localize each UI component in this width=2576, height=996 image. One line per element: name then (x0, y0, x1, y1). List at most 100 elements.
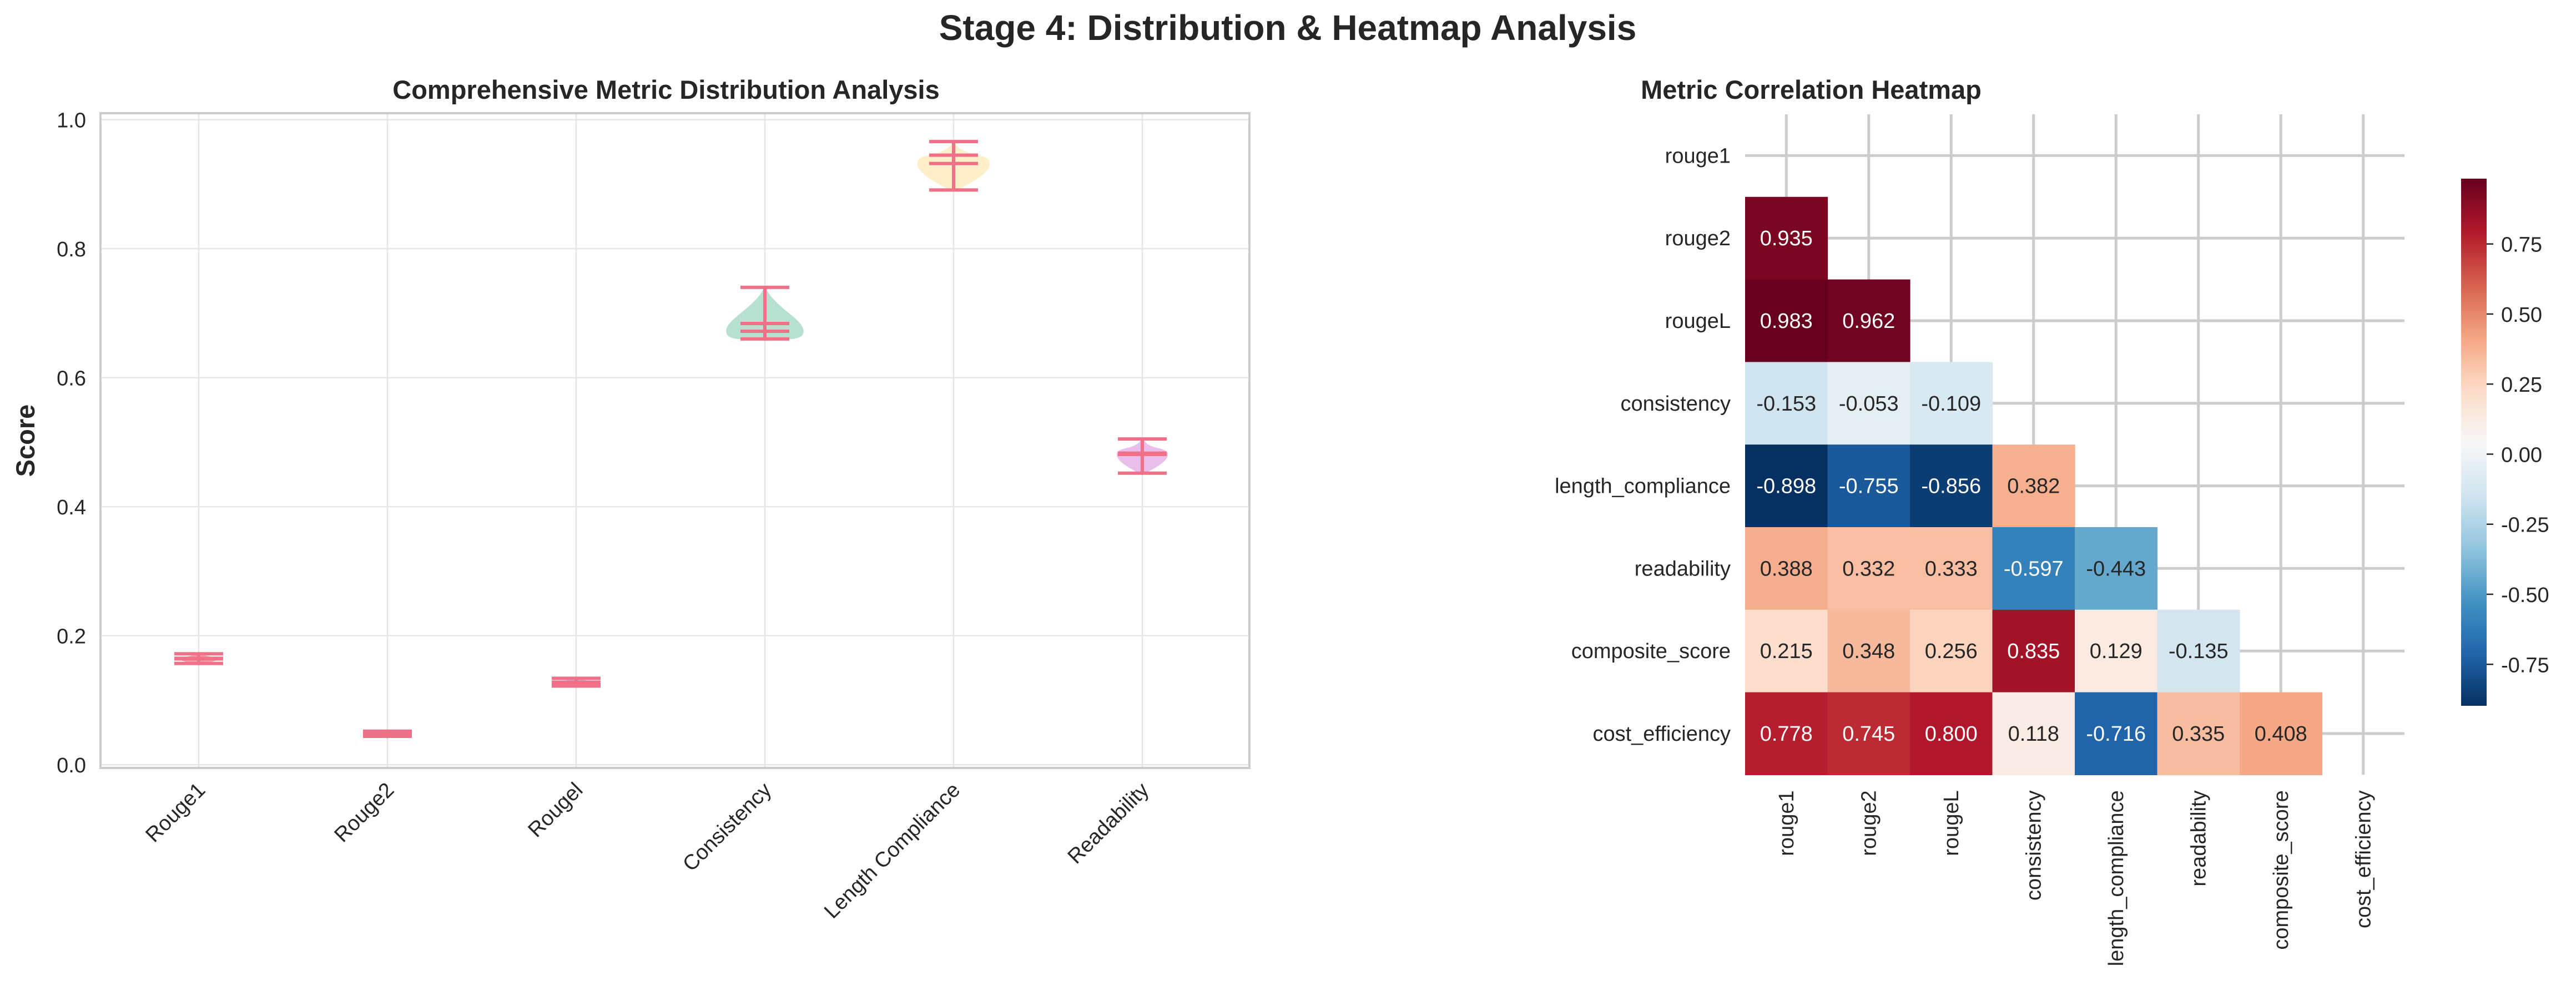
colorbar-tick-label: 0.00 (2501, 443, 2542, 467)
violin-length-compliance (917, 139, 990, 193)
heatmap-row-label: readability (1635, 557, 1731, 580)
colorbar-tick-label: -0.50 (2501, 584, 2549, 607)
heatmap-cell (1745, 609, 1828, 693)
heatmap-cell (1910, 527, 1993, 610)
heatmap-axis-labels: rouge1 rouge2 rougeL consistency length_comp… (1555, 144, 2376, 966)
heatmap-cell (1827, 279, 1910, 362)
violin-plot-frame (99, 112, 1251, 769)
heatmap-cell (1745, 692, 1828, 775)
heatmap-cell (1992, 527, 2075, 610)
violin-rouge2 (363, 729, 412, 739)
heatmap-col-label: rouge1 (1775, 790, 1798, 856)
heatmap-col-label: consistency (2023, 790, 2046, 901)
y-tick-label: 1.0 (57, 109, 86, 133)
colorbar (2461, 179, 2487, 706)
violin-y-axis-label: Score (11, 405, 40, 477)
heatmap-cell-value: 0.778 (1760, 722, 1813, 746)
heatmap-cell-value: 0.118 (2008, 722, 2059, 746)
heatmap-row-label: cost_efficiency (1592, 722, 1731, 746)
heatmap-cell (1827, 527, 1910, 610)
heatmap-cell-value: -0.755 (1839, 475, 1899, 498)
heatmap-cell (1910, 444, 1993, 528)
heatmap-cell-value: 0.215 (1760, 640, 1813, 663)
heatmap-cell-value: 0.962 (1842, 310, 1895, 333)
violin-gridlines (100, 113, 1249, 768)
heatmap-cell (1745, 279, 1828, 362)
heatmap-cell (1992, 692, 2075, 775)
heatmap-cell-value: 0.348 (1842, 640, 1895, 663)
heatmap-cell (1745, 527, 1828, 610)
heatmap-title: Metric Correlation Heatmap (1641, 75, 1982, 104)
figure-title: Stage 4: Distribution & Heatmap Analysis (939, 8, 1637, 48)
heatmap-cell (2240, 692, 2323, 775)
heatmap-cell-value: 0.382 (2007, 475, 2060, 498)
heatmap-cell (2075, 527, 2158, 610)
heatmap-cell (1745, 196, 1828, 280)
heatmap-row-label: composite_score (1571, 640, 1731, 663)
heatmap-chart: Metric Correlation Heatmap 0.935 0.983 0.9… (1555, 75, 2549, 966)
heatmap-cell (2075, 609, 2158, 693)
heatmap-cell-value: -0.053 (1839, 392, 1899, 416)
heatmap-cell (1827, 362, 1910, 445)
heatmap-cell (2157, 692, 2240, 775)
heatmap-cell (1992, 444, 2075, 528)
heatmap-cell (1745, 444, 1828, 528)
heatmap-col-label: readability (2187, 790, 2211, 886)
heatmap-cell (1910, 362, 1993, 445)
violin-rougel (552, 676, 601, 689)
colorbar-ticks: 0.75 0.50 0.25 0.00 -0.25 -0.50 -0.75 (2487, 234, 2549, 677)
colorbar-tick-label: -0.75 (2501, 654, 2549, 677)
heatmap-row-label: rouge1 (1665, 144, 1731, 168)
colorbar-tick-label: 0.50 (2501, 304, 2542, 327)
heatmap-cell-value: -0.856 (1921, 475, 1981, 498)
heatmap-cell-value: -0.109 (1921, 392, 1981, 416)
heatmap-cell-value: 0.129 (2090, 640, 2143, 663)
colorbar-tick-label: 0.75 (2501, 234, 2542, 257)
heatmap-cell-value: -0.135 (2169, 640, 2229, 663)
heatmap-col-label: cost_efficiency (2352, 790, 2376, 928)
heatmap-cell-value: -0.898 (1756, 475, 1816, 498)
y-tick-label: 0.6 (57, 367, 86, 391)
heatmap-row-label: length_compliance (1555, 475, 1731, 498)
colorbar-tick-label: 0.25 (2501, 373, 2542, 397)
heatmap-cell-value: 0.332 (1842, 557, 1895, 580)
x-tick-label: Readability (1063, 778, 1154, 869)
y-tick-label: 0.4 (57, 496, 86, 519)
heatmap-cell (2075, 692, 2158, 775)
heatmap-cell-value: 0.800 (1925, 722, 1978, 746)
heatmap-col-label: rougeL (1940, 790, 1963, 856)
violin-title: Comprehensive Metric Distribution Analys… (392, 75, 940, 104)
violin-bodies (174, 139, 1168, 739)
violin-consistency (726, 285, 804, 341)
heatmap-cell-value: 0.388 (1760, 557, 1813, 580)
heatmap-row-label: rougeL (1665, 310, 1731, 333)
heatmap-col-label: composite_score (2270, 790, 2293, 949)
heatmap-cell (1827, 444, 1910, 528)
heatmap-cell (2157, 609, 2240, 693)
heatmap-cell-value: 0.335 (2172, 722, 2225, 746)
y-tick-label: 0.8 (57, 238, 86, 261)
x-tick-label: Rouge2 (330, 778, 399, 847)
heatmap-col-label: length_compliance (2105, 790, 2128, 966)
y-tick-label: 0.0 (57, 754, 86, 777)
violin-y-ticks: 0.0 0.2 0.4 0.6 0.8 1.0 (57, 109, 86, 778)
x-tick-label: Consistency (678, 778, 776, 876)
heatmap-cell (1910, 609, 1993, 693)
heatmap-cell (1745, 362, 1828, 445)
heatmap-cell-value: -0.153 (1756, 392, 1816, 416)
y-tick-label: 0.2 (57, 625, 86, 649)
heatmap-cell-value: 0.835 (2007, 640, 2060, 663)
heatmap-row-label: consistency (1620, 392, 1731, 416)
violin-x-ticks: Rouge1 Rouge2 Rougel Consistency Length Comp… (142, 778, 1154, 923)
heatmap-cell-value: 0.408 (2255, 722, 2307, 746)
heatmap-cell (1910, 692, 1993, 775)
heatmap-cell-value: 0.333 (1925, 557, 1978, 580)
x-tick-label: Length Compliance (820, 778, 965, 923)
colorbar-tick-label: -0.25 (2501, 514, 2549, 537)
heatmap-cell (1992, 609, 2075, 693)
violin-readability (1116, 437, 1168, 476)
heatmap-cell-value: -0.443 (2086, 557, 2146, 580)
heatmap-cell-value: -0.597 (2004, 557, 2064, 580)
